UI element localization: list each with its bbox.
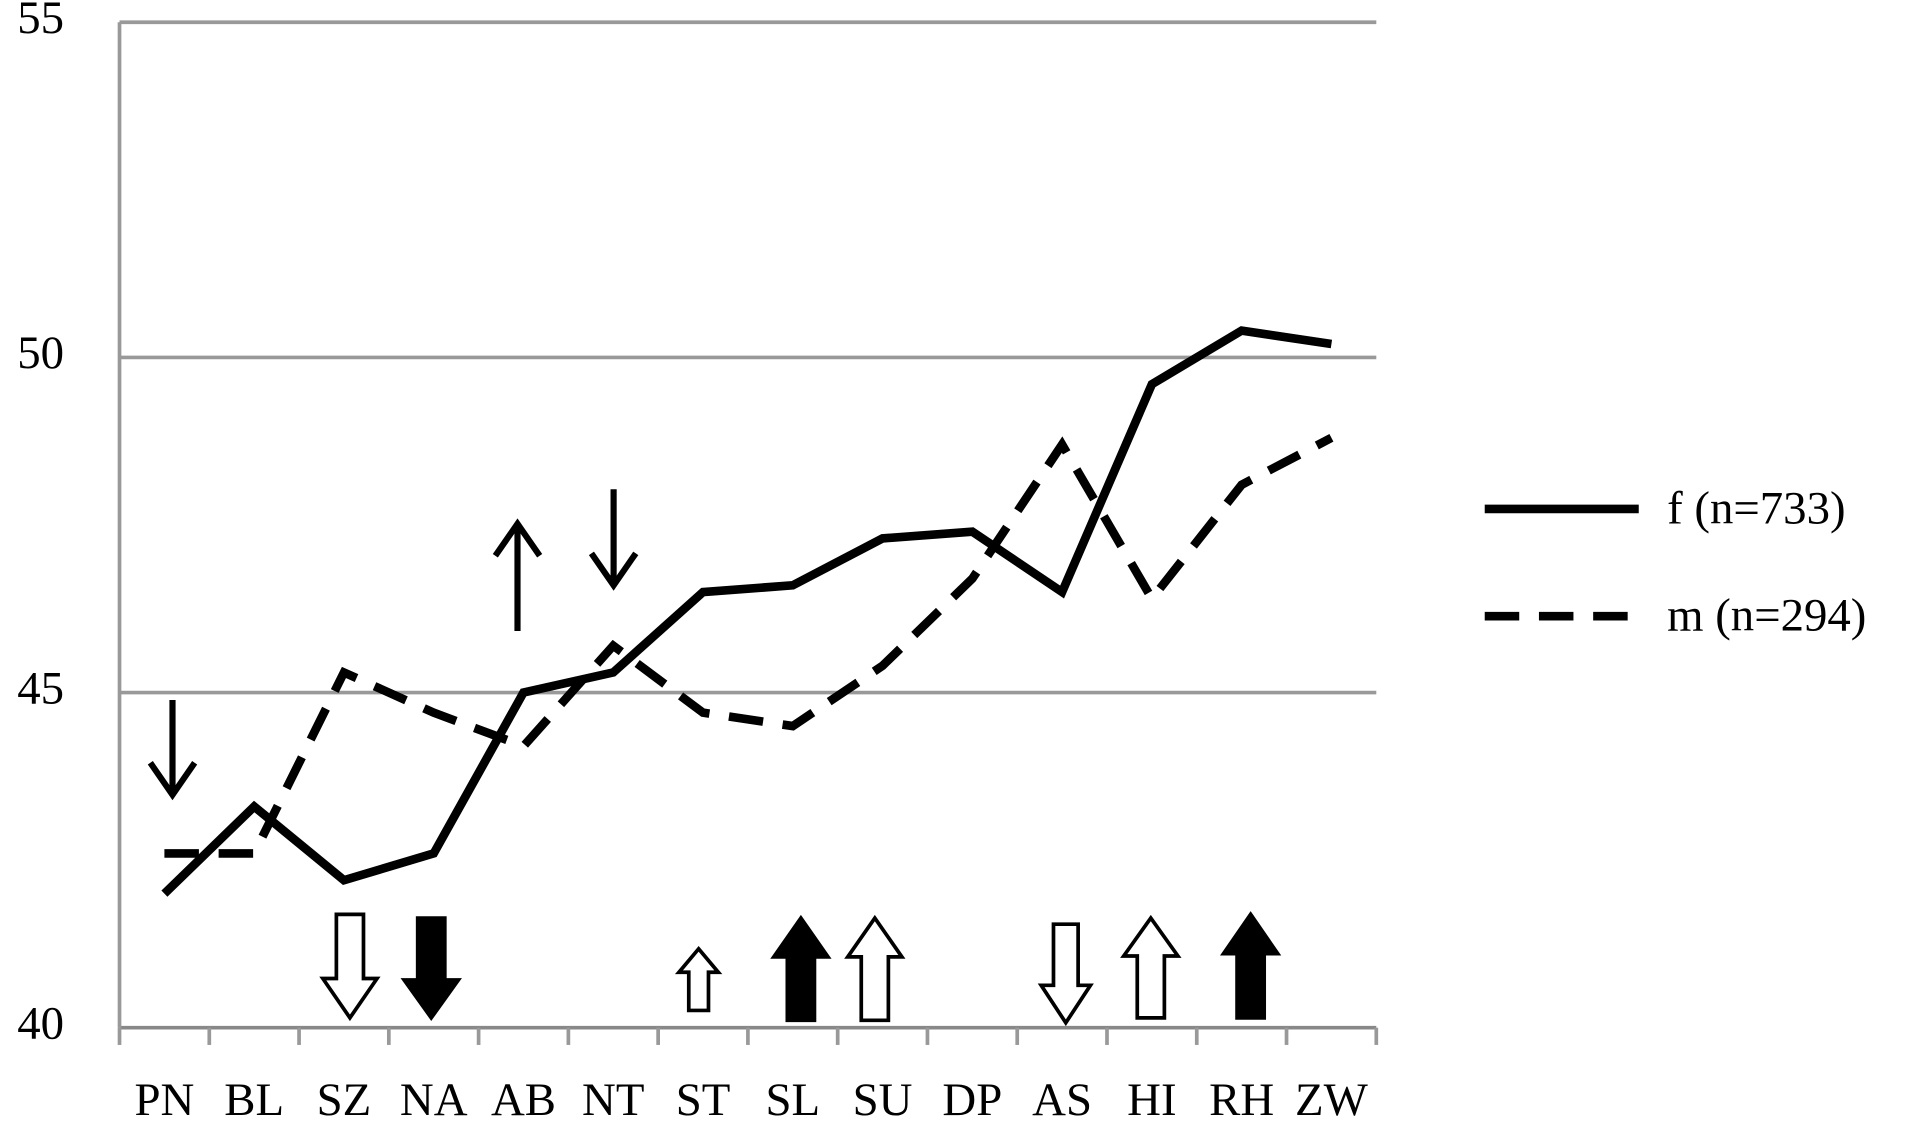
block-arrow: [400, 916, 462, 1022]
x-tick-label: ST: [676, 1074, 731, 1126]
y-tick-label: 50: [17, 327, 64, 379]
x-tick-label: SL: [765, 1074, 820, 1126]
legend-label: m (n=294): [1667, 590, 1866, 642]
x-tick-label: SZ: [317, 1074, 372, 1126]
x-tick-label: SU: [853, 1074, 913, 1126]
x-tick-label: NA: [400, 1074, 468, 1126]
block-arrow: [1219, 911, 1282, 1020]
x-tick-label: DP: [942, 1074, 1002, 1126]
thin-arrow-head: [492, 518, 543, 558]
thin-arrow-head: [588, 551, 639, 591]
series-line: [161, 326, 1333, 897]
y-tick-label: 55: [17, 0, 64, 44]
x-tick-label: ZW: [1295, 1074, 1369, 1126]
legend-label: f (n=733): [1667, 482, 1846, 534]
x-tick-label: RH: [1209, 1074, 1274, 1126]
x-tick-label: NT: [582, 1074, 644, 1126]
block-arrow: [1120, 914, 1182, 1020]
x-tick-label: PN: [134, 1074, 194, 1126]
y-tick-label: 40: [17, 997, 64, 1049]
y-tick-label: 45: [17, 662, 64, 714]
thin-arrow-head: [147, 761, 198, 801]
block-arrow: [844, 914, 906, 1023]
block-arrow: [674, 945, 723, 1013]
x-tick-label: HI: [1127, 1074, 1176, 1126]
block-arrow: [319, 912, 381, 1022]
block-arrow: [1037, 922, 1094, 1027]
x-tick-label: AB: [491, 1074, 556, 1126]
series-line: [164, 434, 1334, 858]
x-tick-label: AS: [1032, 1074, 1092, 1126]
block-arrow: [770, 914, 832, 1023]
annotation-arrows: [147, 489, 1282, 1027]
x-tick-label: BL: [224, 1074, 284, 1126]
